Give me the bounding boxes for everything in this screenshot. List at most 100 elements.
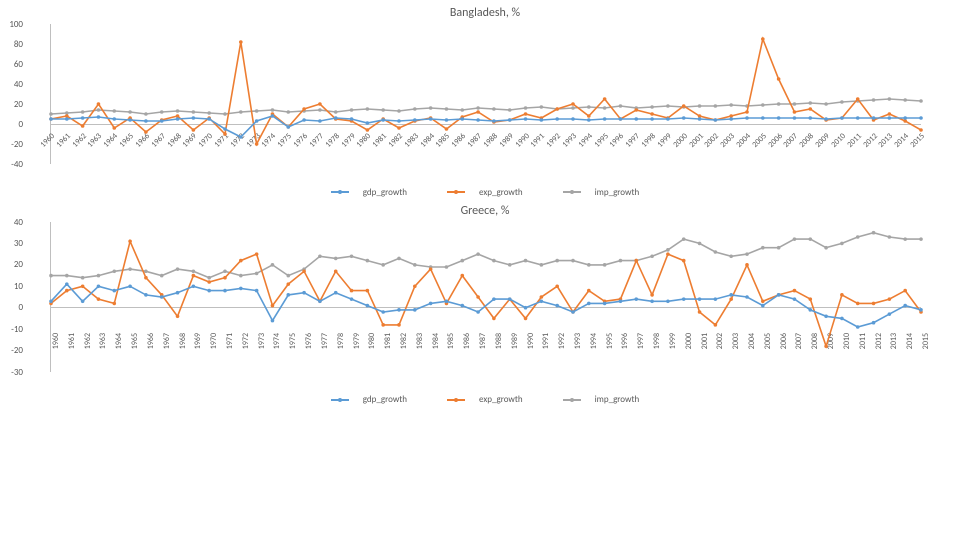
marker-imp	[460, 258, 464, 262]
marker-exp	[192, 128, 196, 132]
marker-gdp	[571, 117, 575, 121]
marker-imp	[808, 237, 812, 241]
marker-gdp	[777, 116, 781, 120]
marker-gdp	[207, 117, 211, 121]
marker-imp	[366, 258, 370, 262]
marker-gdp	[619, 117, 623, 121]
marker-exp	[223, 132, 227, 136]
marker-gdp	[555, 303, 559, 307]
marker-gdp	[729, 293, 733, 297]
marker-gdp	[840, 116, 844, 120]
marker-exp	[650, 112, 654, 116]
marker-exp	[888, 112, 892, 116]
marker-imp	[824, 245, 828, 249]
marker-imp	[366, 107, 370, 111]
marker-exp	[587, 288, 591, 292]
chart-greece: Greece, %-30-20-100102030401960196119621…	[0, 198, 960, 406]
legend: gdp_growthexp_growthimp_growth	[50, 186, 920, 198]
marker-gdp	[81, 299, 85, 303]
legend-swatch	[563, 191, 581, 193]
marker-gdp	[793, 297, 797, 301]
marker-gdp	[49, 117, 53, 121]
marker-imp	[856, 235, 860, 239]
y-tick: -10	[11, 324, 23, 335]
marker-exp	[856, 97, 860, 101]
marker-imp	[286, 110, 290, 114]
marker-gdp	[555, 117, 559, 121]
marker-imp	[318, 254, 322, 258]
marker-gdp	[429, 117, 433, 121]
marker-imp	[271, 263, 275, 267]
marker-imp	[729, 103, 733, 107]
marker-imp	[603, 263, 607, 267]
y-tick: 40	[14, 79, 23, 90]
marker-exp	[793, 288, 797, 292]
marker-exp	[492, 316, 496, 320]
marker-exp	[634, 258, 638, 262]
marker-gdp	[888, 312, 892, 316]
marker-imp	[223, 269, 227, 273]
marker-exp	[476, 295, 480, 299]
marker-gdp	[634, 117, 638, 121]
marker-imp	[397, 109, 401, 113]
marker-gdp	[334, 290, 338, 294]
marker-exp	[81, 284, 85, 288]
marker-imp	[65, 273, 69, 277]
marker-imp	[777, 102, 781, 106]
marker-exp	[714, 323, 718, 327]
marker-exp	[397, 323, 401, 327]
marker-gdp	[460, 117, 464, 121]
marker-gdp	[366, 121, 370, 125]
marker-exp	[366, 288, 370, 292]
marker-exp	[223, 275, 227, 279]
marker-gdp	[460, 303, 464, 307]
marker-gdp	[160, 295, 164, 299]
y-tick: 60	[14, 59, 23, 70]
series-gdp	[51, 116, 921, 137]
marker-gdp	[492, 297, 496, 301]
marker-exp	[856, 301, 860, 305]
marker-exp	[793, 110, 797, 114]
marker-imp	[492, 107, 496, 111]
series-imp	[51, 99, 921, 114]
chart-title: Greece, %	[50, 204, 920, 218]
marker-gdp	[856, 116, 860, 120]
marker-imp	[682, 237, 686, 241]
marker-imp	[429, 106, 433, 110]
marker-exp	[81, 124, 85, 128]
marker-gdp	[271, 114, 275, 118]
y-tick: 100	[9, 19, 23, 30]
marker-imp	[840, 100, 844, 104]
marker-imp	[761, 245, 765, 249]
marker-gdp	[381, 310, 385, 314]
marker-exp	[698, 310, 702, 314]
marker-gdp	[271, 318, 275, 322]
marker-gdp	[729, 117, 733, 121]
marker-imp	[745, 252, 749, 256]
marker-gdp	[350, 297, 354, 301]
legend-item-imp: imp_growth	[553, 394, 650, 405]
y-tick: 0	[18, 119, 23, 130]
y-tick: 80	[14, 39, 23, 50]
marker-gdp	[824, 314, 828, 318]
legend-item-gdp: gdp_growth	[321, 186, 417, 197]
marker-imp	[714, 250, 718, 254]
marker-gdp	[524, 305, 528, 309]
y-tick: 20	[14, 259, 23, 270]
marker-exp	[112, 126, 116, 130]
marker-exp	[239, 40, 243, 44]
marker-gdp	[350, 117, 354, 121]
marker-exp	[524, 112, 528, 116]
marker-exp	[397, 126, 401, 130]
marker-exp	[302, 107, 306, 111]
marker-gdp	[112, 288, 116, 292]
marker-imp	[540, 105, 544, 109]
marker-gdp	[397, 308, 401, 312]
marker-imp	[524, 106, 528, 110]
y-tick: 0	[18, 302, 23, 313]
legend-label: imp_growth	[595, 394, 640, 405]
series-svg	[51, 24, 921, 164]
marker-imp	[97, 273, 101, 277]
marker-exp	[745, 110, 749, 114]
marker-exp	[745, 263, 749, 267]
